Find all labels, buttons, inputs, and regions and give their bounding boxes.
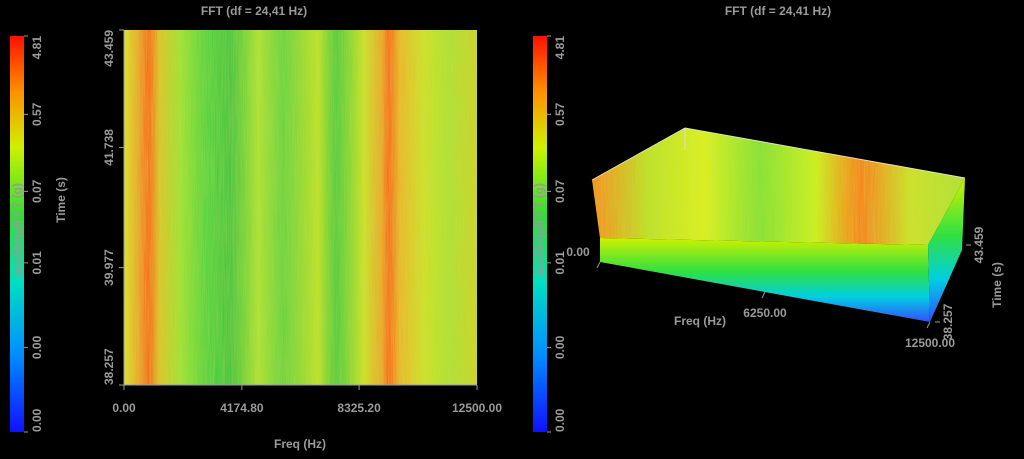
colorbar-tick-label: 0.07 (553, 179, 567, 203)
colorbar-label: acc/AmplFFT (g) (10, 183, 24, 277)
y-tick-label: 41.738 (102, 129, 116, 166)
colorbar-tick-label: 0.57 (553, 102, 567, 126)
x-axis-label: Freq (Hz) (274, 437, 326, 451)
colorbar (533, 36, 547, 432)
colorbar-tick-label: 0.00 (30, 335, 44, 359)
x-tick-label: 8325.20 (337, 401, 381, 415)
y-tick-label: 38.257 (941, 303, 955, 340)
colorbar-label: acc/AmplFFT (g) (532, 183, 546, 277)
colorbar-tick-label: 0.07 (30, 179, 44, 203)
x-tick (596, 261, 601, 269)
y-axis-label: Time (s) (54, 177, 68, 223)
colorbar-tick-label: 0.00 (30, 408, 44, 432)
x-tick-label: 0.00 (566, 245, 590, 259)
colorbar-tick-label: 0.00 (553, 335, 567, 359)
chart-title: FFT (df = 24,41 Hz) (201, 4, 307, 18)
x-tick-label: 6250.00 (743, 306, 787, 320)
x-tick (761, 291, 766, 299)
x-tick (926, 321, 931, 329)
x-tick-label: 4174.80 (220, 401, 264, 415)
y-tick-label: 43.459 (972, 226, 986, 263)
surface-top (592, 128, 965, 245)
spectrogram (124, 30, 477, 385)
surface-front (600, 238, 930, 322)
surface-side (928, 178, 965, 322)
colorbar (10, 36, 24, 432)
x-tick-label: 12500.00 (452, 401, 502, 415)
colorbar-tick-label: 4.81 (30, 36, 44, 60)
y-tick-label: 43.459 (102, 30, 116, 67)
y-axis-label: Time (s) (990, 262, 1004, 308)
y-tick-label: 38.257 (102, 348, 116, 385)
chart-title: FFT (df = 24,41 Hz) (725, 4, 831, 18)
colorbar-tick-label: 0.01 (553, 251, 567, 275)
colorbar-tick-label: 0.00 (553, 408, 567, 432)
x-tick-label: 12500.00 (905, 336, 955, 350)
colorbar-tick-label: 0.01 (30, 251, 44, 275)
x-tick-label: 0.00 (112, 401, 136, 415)
colorbar-tick-label: 0.57 (30, 102, 44, 126)
x-axis-label: Freq (Hz) (674, 314, 726, 328)
colorbar-tick-label: 4.81 (553, 36, 567, 60)
y-tick-label: 39.977 (102, 249, 116, 286)
